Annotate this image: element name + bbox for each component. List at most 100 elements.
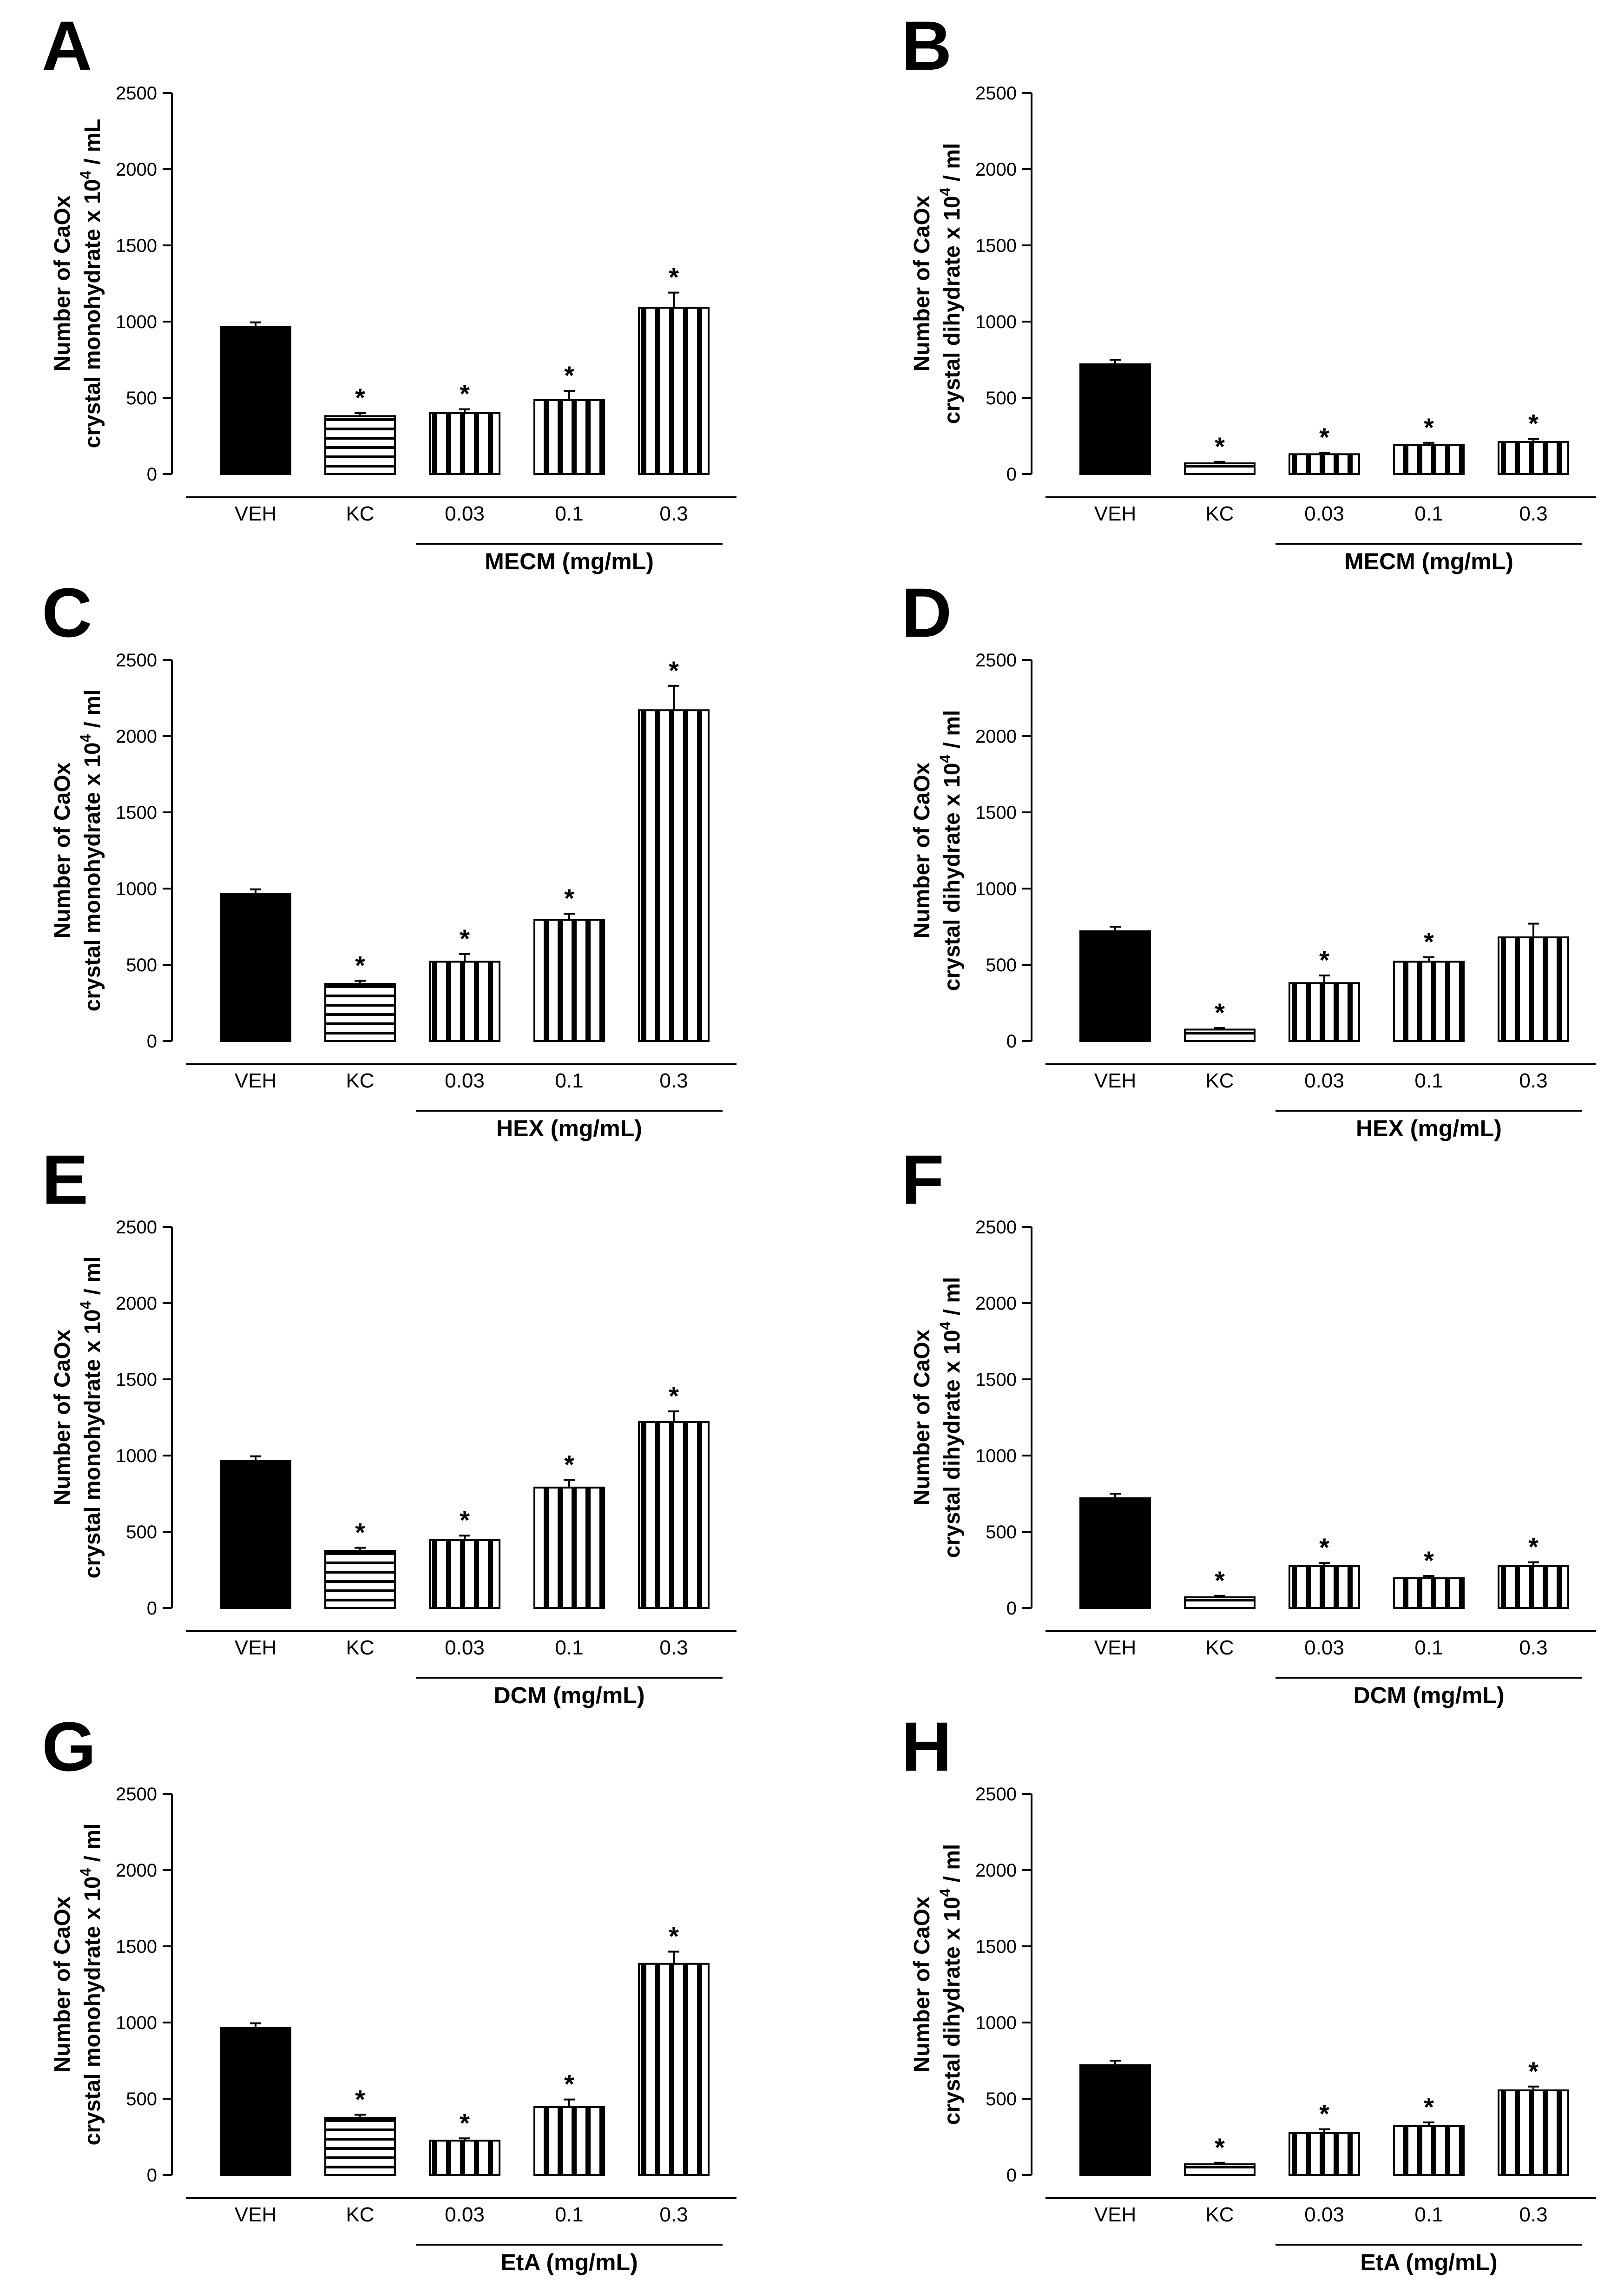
y-tick-label: 500: [986, 2089, 1017, 2109]
x-tick-label: VEH: [235, 1069, 276, 1092]
bar-0-1: [1393, 961, 1465, 1042]
significance-marker: *: [355, 1517, 365, 1547]
y-axis-label-line1: Number of CaOx: [50, 195, 75, 371]
panel-letter: A: [42, 7, 92, 85]
y-tick-label: 2000: [116, 1293, 157, 1314]
y-tick-label: 1500: [975, 803, 1017, 823]
y-tick-label: 1500: [116, 1370, 157, 1390]
x-tick-label: KC: [1205, 1636, 1234, 1659]
y-tick-label: 1000: [975, 1446, 1017, 1466]
significance-marker: *: [1424, 413, 1434, 442]
y-axis-label-exponent: 4: [937, 1888, 953, 1897]
y-axis-label-unit: / ml: [80, 1257, 105, 1301]
y-tick-label: 0: [1006, 1031, 1017, 1052]
panel-letter: F: [901, 1140, 944, 1219]
significance-marker: *: [564, 2069, 574, 2099]
bar-0-3: [1498, 441, 1569, 475]
bar-veh: [1079, 930, 1151, 1042]
y-tick-label: 500: [126, 2089, 157, 2109]
bar-0-03: [1289, 1565, 1360, 1609]
x-tick-label: 0.3: [1519, 502, 1547, 525]
bar-0-03: [429, 2140, 500, 2176]
x-tick-label: 0.1: [1414, 2203, 1443, 2226]
y-axis-label-line2: crystal monohydrate x 104 / mL: [77, 119, 105, 448]
panel-letter: C: [42, 573, 92, 652]
y-tick-label: 2500: [975, 83, 1017, 104]
group-label: HEX (mg/mL): [1356, 1115, 1502, 1141]
panel-e: E 0 500 1000 1500 2000 2500 Number of CaOx cryst…: [42, 1140, 736, 1708]
x-tick-label: KC: [1205, 2203, 1234, 2226]
y-tick-label: 2000: [116, 159, 157, 180]
y-axis-label-unit: / ml: [80, 1824, 105, 1868]
bar-veh: [1079, 1497, 1151, 1609]
significance-marker: *: [1215, 2133, 1225, 2162]
y-axis-label-exponent: 4: [77, 734, 94, 742]
x-tick-label: 0.03: [445, 1636, 485, 1659]
y-tick-label: 1500: [975, 1937, 1017, 1957]
bar-0-3: [638, 1421, 710, 1609]
x-tick-label: VEH: [235, 2203, 276, 2226]
y-tick-label: 1500: [975, 236, 1017, 256]
x-tick-label: KC: [1205, 502, 1234, 525]
panel-g: G 0 500 1000 1500 2000 2500 Number of CaOx cryst…: [42, 1707, 736, 2275]
x-tick-label: 0.03: [1304, 2203, 1344, 2226]
panel-b: B 0 500 1000 1500 2000 2500 Number of CaOx cryst…: [901, 7, 1596, 574]
bar-0-1: [1393, 2125, 1465, 2176]
significance-marker: *: [1215, 1566, 1225, 1595]
bar-0-03: [429, 961, 500, 1042]
panel-letter: D: [901, 573, 952, 652]
x-tick-label: 0.1: [555, 1636, 583, 1659]
bar-0-3: [638, 709, 710, 1042]
panel-h: H 0 500 1000 1500 2000 2500 Number of CaOx cryst…: [901, 1707, 1596, 2275]
significance-marker: *: [1528, 2056, 1539, 2086]
x-tick-label: 0.1: [555, 1069, 583, 1092]
y-tick-label: 2500: [116, 1784, 157, 1805]
x-tick-label: 0.03: [1304, 502, 1344, 525]
bar-0-03: [1289, 2132, 1360, 2176]
y-tick-label: 0: [147, 1598, 157, 1619]
x-tick-label: VEH: [235, 1636, 276, 1659]
y-axis-label-exponent: 4: [937, 187, 953, 196]
significance-marker: *: [1424, 1546, 1434, 1575]
bar-0-1: [533, 399, 605, 475]
y-tick-label: 0: [1006, 464, 1017, 485]
y-axis-label-line1: Number of CaOx: [910, 1329, 934, 1505]
y-axis-label-exponent: 4: [937, 754, 953, 763]
y-axis-label-main: crystal monohydrate x 10: [80, 742, 105, 1011]
y-tick-label: 0: [147, 2165, 157, 2186]
significance-marker: *: [1215, 998, 1225, 1027]
bar-kc: [324, 1550, 396, 1609]
significance-marker: *: [355, 383, 365, 412]
bar-veh: [220, 2027, 291, 2176]
bar-0-1: [533, 2106, 605, 2176]
y-tick-label: 2500: [116, 1217, 157, 1238]
bar-0-03: [1289, 982, 1360, 1042]
y-tick-label: 2000: [116, 726, 157, 747]
bar-0-1: [1393, 444, 1465, 475]
bar-0-03: [429, 1539, 500, 1609]
y-tick-label: 500: [126, 955, 157, 975]
x-tick-label: 0.1: [1414, 502, 1443, 525]
x-tick-label: 0.3: [1519, 1069, 1547, 1092]
bar-0-1: [533, 1486, 605, 1609]
bar-veh: [1079, 363, 1151, 475]
y-tick-label: 500: [986, 955, 1017, 975]
bar-kc: [324, 415, 396, 475]
panel-f: F 0 500 1000 1500 2000 2500 Number of CaOx cryst…: [901, 1140, 1596, 1708]
y-axis-label-main: crystal dihydrate x 10: [940, 763, 965, 991]
y-tick-label: 2000: [975, 726, 1017, 747]
significance-marker: *: [1215, 432, 1225, 461]
significance-marker: *: [355, 2084, 365, 2114]
bar-kc: [324, 983, 396, 1042]
y-axis-label-exponent: 4: [937, 1321, 953, 1330]
bar-kc: [1184, 462, 1256, 475]
x-tick-label: 0.3: [1519, 2203, 1547, 2226]
significance-marker: *: [1528, 409, 1539, 438]
y-axis-label-unit: / mL: [80, 119, 105, 171]
bar-0-03: [429, 412, 500, 475]
group-label: EtA (mg/mL): [1360, 2249, 1497, 2275]
y-tick-label: 2500: [975, 650, 1017, 671]
panel-d: D 0 500 1000 1500 2000 2500 Number of CaOx cryst…: [901, 573, 1596, 1141]
bar-veh: [220, 893, 291, 1042]
